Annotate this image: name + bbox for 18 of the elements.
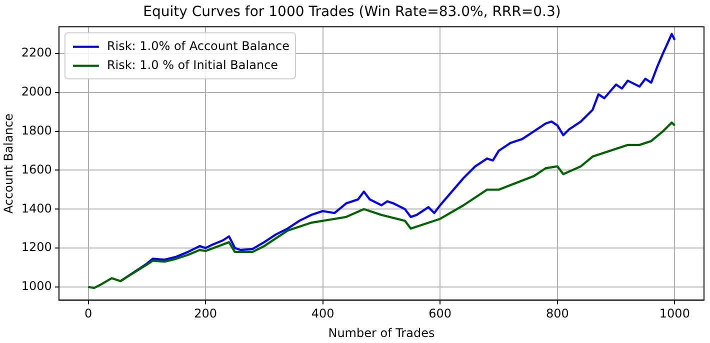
legend-label: Risk: 1.0% of Account Balance <box>106 38 290 53</box>
x-tick-label: 1000 <box>659 306 690 321</box>
y-tick-label: 2000 <box>21 84 52 98</box>
y-tick-label: 1600 <box>21 162 52 176</box>
chart-title: Equity Curves for 1000 Trades (Win Rate=83.0%, RRR=0.3) <box>143 4 561 20</box>
y-tick-label: 1400 <box>21 201 52 216</box>
x-axis-title: Number of Trades <box>328 326 435 340</box>
legend-label: Risk: 1.0 % of Initial Balance <box>106 58 278 72</box>
y-tick-label: 2200 <box>21 46 52 60</box>
x-tick-label: 400 <box>311 306 334 321</box>
y-tick-label: 1800 <box>21 123 52 138</box>
x-tick-label: 0 <box>84 306 92 321</box>
y-axis-title: Account Balance <box>1 113 16 214</box>
y-tick-label: 1000 <box>21 279 52 294</box>
x-tick-label: 800 <box>546 306 569 321</box>
y-tick-label: 1200 <box>21 240 52 254</box>
x-tick-label: 200 <box>194 306 217 321</box>
x-tick-label: 600 <box>428 306 452 321</box>
